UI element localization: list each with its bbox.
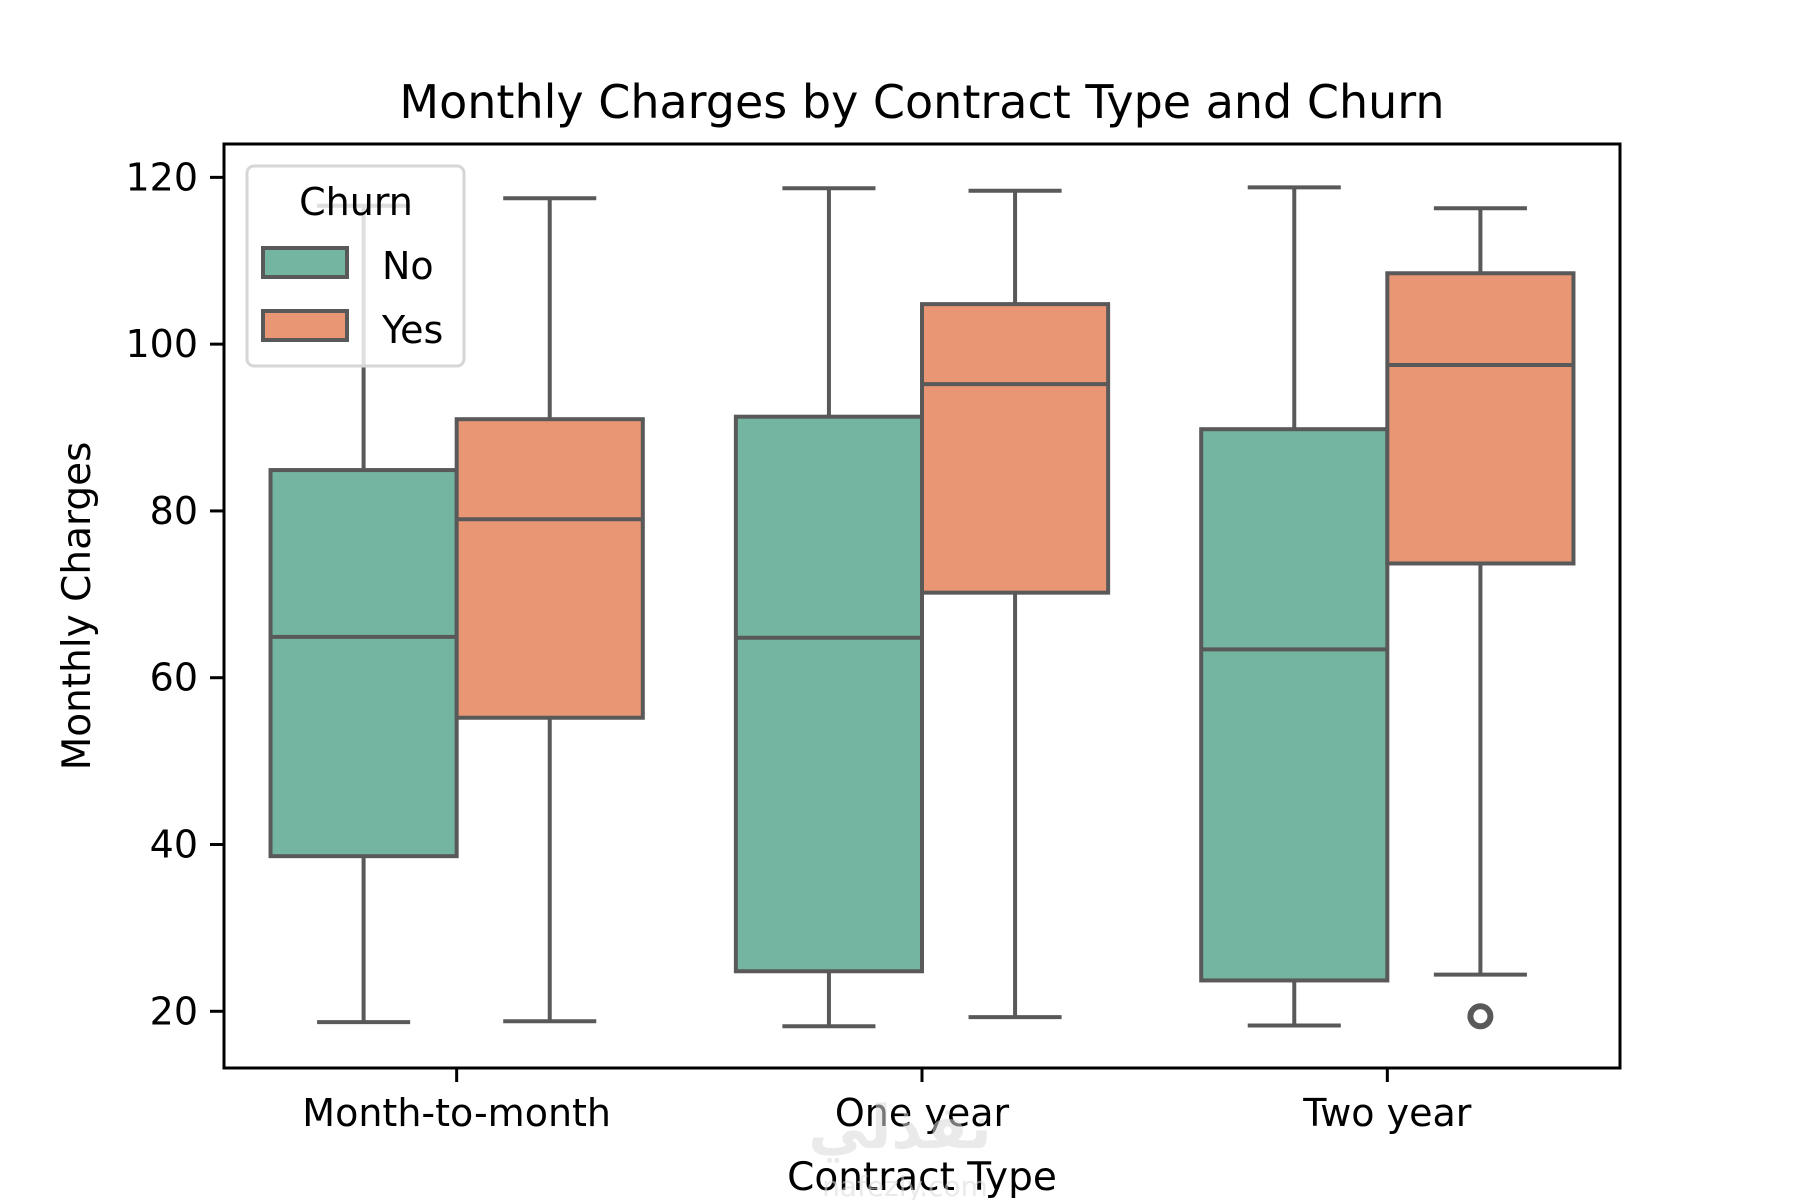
legend: Churn No Yes	[245, 164, 466, 368]
box-yes-month-to-month	[454, 196, 645, 1024]
y-tick-label: 120	[125, 155, 198, 199]
watermark: نفذلي nafezly.com	[808, 1093, 992, 1200]
box-no-one-year	[733, 186, 924, 1029]
y-tick-label: 60	[150, 656, 198, 700]
box-yes-two-year	[1385, 206, 1576, 1030]
box-no-two-year	[1199, 185, 1390, 1028]
x-axis-label: Contract Type	[787, 1155, 1057, 1200]
outlier-point	[1467, 1003, 1494, 1030]
chart-title: Monthly Charges by Contract Type and Chu…	[399, 75, 1444, 129]
x-tick-label: Month-to-month	[302, 1091, 611, 1135]
box-yes-one-year	[920, 188, 1111, 1020]
x-tick-label: Two year	[1302, 1091, 1471, 1135]
legend-label-yes: Yes	[381, 308, 443, 352]
legend-title: Churn	[299, 180, 413, 224]
x-tick-label: One year	[835, 1091, 1010, 1135]
y-tick-label: 40	[150, 823, 198, 867]
iqr-box	[1199, 427, 1390, 983]
iqr-box	[920, 302, 1111, 595]
box-layer	[268, 185, 1576, 1030]
legend-swatch-no	[261, 246, 349, 279]
x-axis: Month-to-month One year Two year	[302, 1068, 1472, 1135]
y-axis-label: Monthly Charges	[55, 442, 100, 771]
y-axis: 20 40 60 80 100 120	[125, 155, 224, 1033]
watermark-url: nafezly.com	[822, 1170, 988, 1200]
y-tick-label: 100	[125, 322, 198, 366]
iqr-box	[454, 417, 645, 720]
box-no-month-to-month	[268, 203, 459, 1025]
iqr-box	[268, 468, 459, 859]
legend-swatch-yes	[261, 309, 349, 342]
watermark-arabic: نفذلي	[808, 1093, 992, 1163]
y-tick-label: 80	[150, 489, 198, 533]
y-tick-label: 20	[150, 989, 198, 1033]
legend-label-no: No	[382, 244, 434, 288]
iqr-box	[733, 414, 924, 974]
iqr-box	[1385, 271, 1576, 566]
